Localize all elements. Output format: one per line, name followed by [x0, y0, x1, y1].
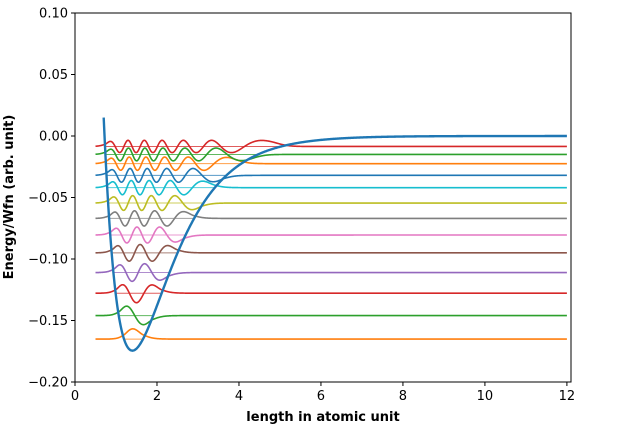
potential-curve [102, 117, 567, 352]
plot-area [75, 13, 571, 382]
wavefunction-level-7 [95, 194, 567, 212]
y-tick-label: −0.15 [28, 314, 68, 329]
wavefunction-level-0 [95, 328, 567, 340]
x-tick-label: 4 [235, 389, 243, 404]
x-tick-label: 0 [71, 389, 79, 404]
wavefunction-level-12 [95, 139, 567, 154]
x-tick-label: 2 [153, 389, 161, 404]
wavefunction-level-8 [95, 179, 567, 196]
wavefunction-level-6 [95, 209, 567, 227]
wavefunction-level-4 [95, 243, 567, 262]
wavefunction-level-11 [95, 147, 567, 162]
wavefunction-level-9 [95, 167, 567, 184]
wavefunction-level-10 [95, 156, 567, 172]
y-tick-label: −0.20 [28, 376, 68, 391]
y-tick-label: −0.10 [28, 253, 68, 268]
x-axis-label: length in atomic unit [246, 410, 399, 425]
y-tick-label: 0.00 [39, 130, 68, 145]
wavefunction-level-5 [95, 226, 567, 244]
y-axis-ticks: 0.10 0.05 0.00 −0.05 −0.10 −0.15 −0.20 [28, 7, 75, 391]
y-tick-label: 0.10 [39, 7, 68, 22]
y-tick-label: 0.05 [39, 68, 68, 83]
x-axis-ticks: 0 2 4 6 8 10 12 [71, 382, 575, 404]
x-tick-label: 12 [559, 389, 576, 404]
y-axis-label: Energy/Wfn (arb. unit) [2, 115, 17, 280]
wavefunction-level-3 [95, 262, 567, 283]
wavefunction-level-2 [95, 283, 567, 304]
wavefunction-level-1 [95, 305, 567, 326]
energy-level-lines [105, 145, 282, 340]
x-tick-label: 8 [399, 389, 407, 404]
x-tick-label: 6 [317, 389, 325, 404]
x-tick-label: 10 [477, 389, 494, 404]
y-tick-label: −0.05 [28, 191, 68, 206]
potential-layer [102, 117, 567, 352]
wavefunction-curves [95, 139, 567, 340]
